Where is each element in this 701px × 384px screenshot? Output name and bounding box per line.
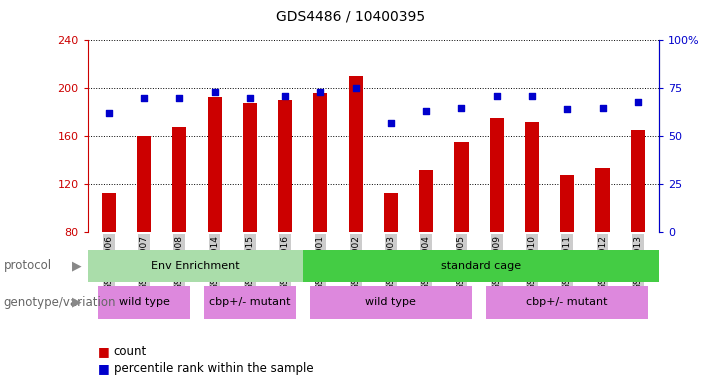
Bar [525,122,539,232]
Point [562,106,573,113]
Bar [384,193,398,232]
Text: ■: ■ [98,345,110,358]
Text: Env Enrichment: Env Enrichment [151,261,240,271]
Bar [278,100,292,232]
Point [138,95,149,101]
Point [103,110,114,116]
Point [421,108,432,114]
Text: wild type: wild type [118,297,170,308]
Point [350,85,361,91]
Text: GDS4486 / 10400395: GDS4486 / 10400395 [276,10,425,23]
Bar [560,175,574,232]
Text: standard cage: standard cage [441,261,521,271]
Text: percentile rank within the sample: percentile rank within the sample [114,362,313,375]
Point [526,93,538,99]
Bar [172,127,186,232]
Point [597,104,608,111]
Bar [631,130,645,232]
Point [456,104,467,111]
Point [280,93,291,99]
Text: count: count [114,345,147,358]
Bar [348,76,362,232]
Text: ■: ■ [98,362,110,375]
Bar [137,136,151,232]
Text: cbp+/- mutant: cbp+/- mutant [526,297,608,308]
Bar [595,167,610,232]
Bar [419,170,433,232]
Bar [490,118,504,232]
Point [386,120,397,126]
Point [315,89,326,95]
Text: cbp+/- mutant: cbp+/- mutant [209,297,291,308]
Point [174,95,185,101]
Bar [207,97,222,232]
Bar [454,142,468,232]
Text: genotype/variation: genotype/variation [4,296,116,309]
Text: ▶: ▶ [72,296,82,309]
Bar [313,93,327,232]
Text: wild type: wild type [365,297,416,308]
Point [632,99,644,105]
Point [244,95,255,101]
Bar [102,193,116,232]
Point [209,89,220,95]
Point [491,93,503,99]
Bar [243,103,257,232]
Text: protocol: protocol [4,260,52,272]
Text: ▶: ▶ [72,260,82,272]
